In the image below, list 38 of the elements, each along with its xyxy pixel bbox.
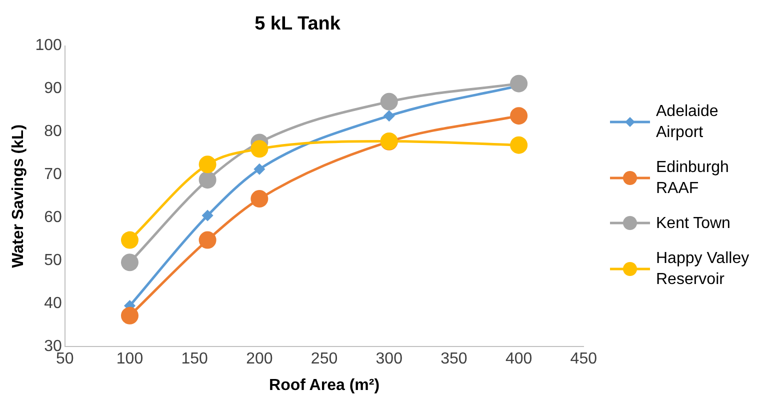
point xyxy=(198,231,216,249)
x-tick-label: 300 xyxy=(376,350,403,368)
point xyxy=(380,92,398,110)
x-tick-label: 250 xyxy=(310,350,338,368)
y-tick-label: 40 xyxy=(44,295,62,312)
point xyxy=(202,210,213,221)
x-axis-title: Roof Area (m²) xyxy=(269,376,380,394)
x-tick-label: 450 xyxy=(570,350,598,368)
legend-label: Kent Town xyxy=(656,214,732,234)
point xyxy=(384,110,394,122)
x-tick-label: 200 xyxy=(246,350,273,368)
point xyxy=(198,171,216,189)
x-tick-label: 400 xyxy=(505,350,532,368)
legend-label: Adelaide Airport xyxy=(656,102,720,142)
point xyxy=(120,231,138,249)
y-tick-label: 50 xyxy=(44,252,62,270)
x-tick-label: 150 xyxy=(181,350,208,368)
y-tick-label: 70 xyxy=(44,166,62,184)
point xyxy=(250,190,268,208)
point xyxy=(254,164,265,174)
y-tick-label: 60 xyxy=(44,209,62,226)
point xyxy=(510,74,528,92)
legend-label: Happy Valley Reservoir xyxy=(656,248,750,290)
y-axis-title: Water Savings (kL) xyxy=(10,124,28,268)
x-tick-label: 350 xyxy=(440,350,468,368)
y-tick-label: 80 xyxy=(44,123,62,140)
point xyxy=(250,140,268,158)
x-tick-label: 50 xyxy=(56,350,74,368)
legend-label: Edinburgh RAAF xyxy=(656,158,730,198)
y-tick-label: 100 xyxy=(35,37,62,54)
point xyxy=(510,107,528,125)
chart-title: 5 kL Tank xyxy=(254,14,341,35)
x-tick-label: 100 xyxy=(116,350,144,368)
point xyxy=(120,254,138,272)
point xyxy=(510,136,528,154)
point xyxy=(198,156,216,174)
point xyxy=(120,306,138,324)
y-tick-label: 90 xyxy=(44,80,62,98)
